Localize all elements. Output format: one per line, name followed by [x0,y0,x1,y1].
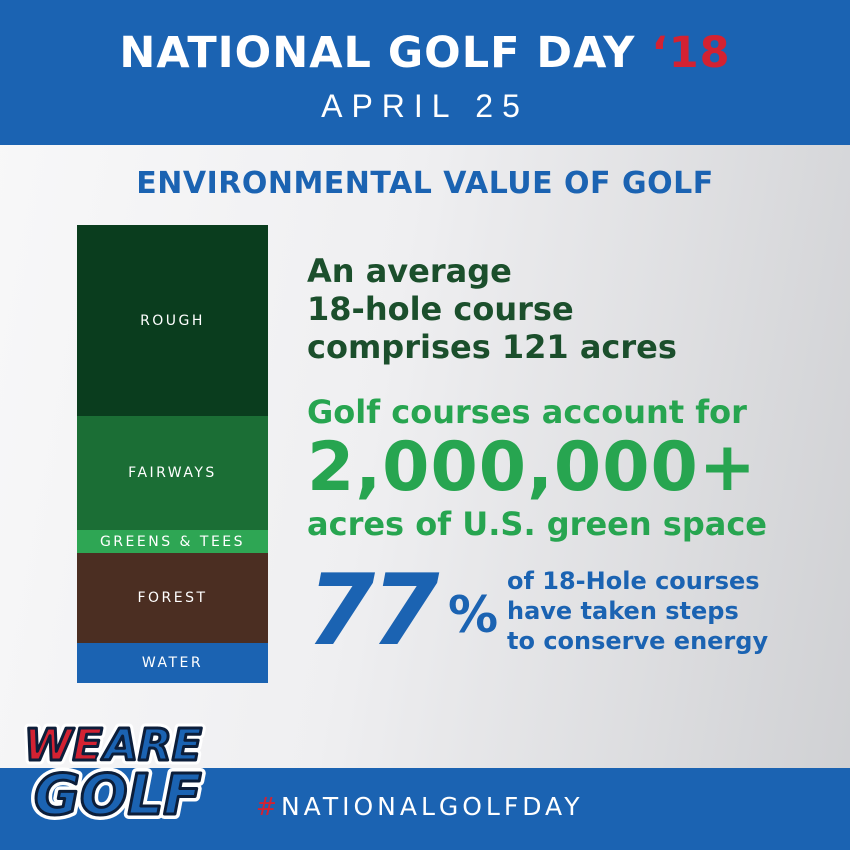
title-text: NATIONAL GOLF DAY [119,28,636,78]
fact-average-line: comprises 121 acres [307,328,677,366]
segment-label-greens-tees: GREENS & TEES [99,533,246,550]
logo-are: ARE [101,720,202,771]
energy-fact-text: of 18-Hole courses have taken steps to c… [507,566,807,656]
we-are-golf-logo: WE WE ARE ARE GOLF GOLF [20,716,207,825]
segment-greens-tees: GREENS & TEES [77,530,268,553]
green-space-intro: Golf courses account for [307,393,747,431]
segment-label-rough: ROUGH [140,312,205,329]
hashtag: #NATIONALGOLFDAY [256,792,583,821]
hash-symbol: # [256,792,281,821]
segment-label-fairways: FAIRWAYS [128,465,217,481]
energy-fact-line: to conserve energy [507,627,769,655]
energy-fact-line: have taken steps [507,597,739,625]
header-banner: NATIONAL GOLF DAY ‘18 APRIL 25 [0,0,850,145]
fact-average-line: 18-hole course [307,290,574,328]
logo-golf-outline: GOLF [34,763,202,824]
footer-banner [0,768,850,850]
logo-we: WE [24,720,103,771]
title-year: ‘18 [651,28,731,78]
green-space-outro: acres of U.S. green space [307,505,767,543]
segment-rough: ROUGH [77,225,268,416]
segment-label-forest: FOREST [137,590,208,606]
event-date: APRIL 25 [321,88,529,124]
segment-fairways: FAIRWAYS [77,416,268,530]
energy-fact-line: of 18-Hole courses [507,567,760,595]
fact-average-line: An average [307,252,512,290]
hashtag-text: NATIONALGOLFDAY [280,792,584,821]
page-title: NATIONAL GOLF DAY ‘18 [0,28,850,78]
fact-average-course: An average 18-hole course comprises 121 … [307,252,807,366]
segment-label-water: WATER [141,655,204,671]
logo-golf: GOLF [34,763,202,824]
percent-sign: % [448,586,499,644]
land-use-bar: ROUGH FAIRWAYS GREENS & TEES FOREST WATE… [77,225,268,683]
energy-percent-number: 77 [307,554,439,668]
logo-are-outline: ARE [101,720,202,771]
segment-forest: FOREST [77,553,268,643]
section-title: ENVIRONMENTAL VALUE OF GOLF [136,166,714,201]
green-space-number: 2,000,000+ [307,428,757,507]
segment-water: WATER [77,643,268,683]
fact-green-space: Golf courses account for 2,000,000+ acre… [307,392,827,544]
logo-we-outline: WE [24,720,103,771]
